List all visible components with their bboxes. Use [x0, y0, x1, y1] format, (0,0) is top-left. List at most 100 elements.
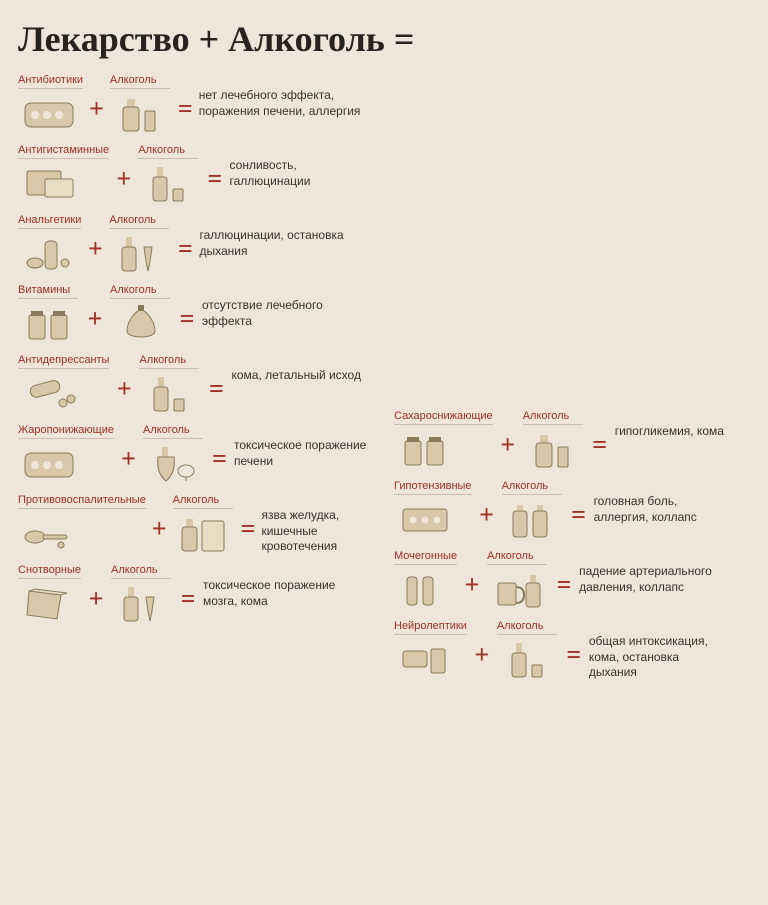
effect-text: отсутствие лечебного эффекта [202, 284, 342, 329]
medicine-label: Антидепрессанты [18, 354, 109, 369]
alcohol-cell: Алкоголь [110, 284, 172, 346]
equals-operator: = [241, 494, 256, 544]
alcohol-icon [143, 442, 205, 486]
page-title: Лекарство + Алкоголь = [18, 18, 750, 60]
alcohol-icon [111, 582, 173, 626]
combo-row-right-2: Мочегонные + Алкоголь = падение артериал… [394, 550, 750, 612]
medicine-cell: Анальгетики [18, 214, 81, 276]
alcohol-icon [139, 372, 201, 416]
medicine-icon [18, 302, 80, 346]
plus-operator: + [86, 284, 104, 334]
alcohol-label: Алкоголь [138, 144, 198, 159]
infographic-body: Антибиотики + Алкоголь = нет лечебного э… [18, 74, 750, 690]
right-column: Сахароснижающие + Алкоголь = гипогликеми… [394, 74, 750, 690]
medicine-cell: Гипотензивные [394, 480, 472, 542]
alcohol-icon [497, 638, 559, 682]
medicine-icon [394, 568, 456, 612]
alcohol-label: Алкоголь [502, 480, 562, 495]
medicine-label: Противовоспалительные [18, 494, 146, 509]
equals-operator: = [179, 564, 197, 614]
equals-operator: = [591, 410, 609, 460]
alcohol-label: Алкоголь [111, 564, 171, 579]
medicine-icon [18, 372, 80, 416]
alcohol-cell: Алкоголь [111, 564, 173, 626]
plus-operator: + [87, 564, 105, 614]
medicine-icon [394, 498, 456, 542]
medicine-label: Нейролептики [394, 620, 467, 635]
alcohol-label: Алкоголь [487, 550, 547, 565]
plus-operator: + [152, 494, 167, 544]
medicine-label: Антигистаминные [18, 144, 109, 159]
plus-operator: + [463, 550, 481, 600]
medicine-cell: Антигистаминные [18, 144, 109, 206]
equals-operator: = [570, 480, 588, 530]
alcohol-label: Алкоголь [109, 214, 169, 229]
plus-operator: + [499, 410, 517, 460]
alignment-spacer [394, 74, 750, 410]
plus-operator: + [115, 354, 133, 404]
plus-operator: + [120, 424, 137, 474]
medicine-label: Витамины [18, 284, 78, 299]
plus-operator: + [87, 214, 103, 264]
combo-row-left-4: Антидепрессанты + Алкоголь = кома, летал… [18, 354, 374, 416]
combo-row-left-6: Противовоспалительные + Алкоголь = язва … [18, 494, 374, 556]
effect-text: нет лечебного эффекта, поражения печени,… [199, 74, 374, 119]
alcohol-icon [138, 162, 200, 206]
medicine-cell: Снотворные [18, 564, 81, 626]
medicine-cell: Антибиотики [18, 74, 83, 136]
equals-operator: = [177, 214, 193, 264]
effect-text: галлюцинации, остановка дыхания [199, 214, 374, 259]
alcohol-label: Алкоголь [497, 620, 557, 635]
effect-text: язва желудка, кишечные кровотечения [261, 494, 374, 555]
alcohol-cell: Алкоголь [139, 354, 201, 416]
alcohol-cell: Алкоголь [143, 424, 205, 486]
equals-operator: = [207, 354, 225, 404]
effect-text: токсическое поражение печени [234, 424, 374, 469]
equals-operator: = [211, 424, 228, 474]
plus-operator: + [473, 620, 491, 670]
medicine-label: Жаропонижающие [18, 424, 114, 439]
alcohol-label: Алкоголь [523, 410, 583, 425]
alcohol-label: Алкоголь [143, 424, 203, 439]
alcohol-cell: Алкоголь [110, 74, 172, 136]
effect-text: общая интоксикация, кома, остановка дыха… [589, 620, 729, 681]
alcohol-cell: Алкоголь [109, 214, 171, 276]
alcohol-label: Алкоголь [110, 74, 170, 89]
combo-row-right-0: Сахароснижающие + Алкоголь = гипогликеми… [394, 410, 750, 472]
plus-operator: + [115, 144, 132, 194]
medicine-icon [394, 428, 456, 472]
alcohol-icon [173, 512, 235, 556]
combo-row-left-5: Жаропонижающие + Алкоголь = токсическое … [18, 424, 374, 486]
alcohol-cell: Алкоголь [523, 410, 585, 472]
alcohol-icon [487, 568, 549, 612]
left-column: Антибиотики + Алкоголь = нет лечебного э… [18, 74, 374, 690]
medicine-label: Сахароснижающие [394, 410, 493, 425]
medicine-label: Снотворные [18, 564, 81, 579]
alcohol-cell: Алкоголь [173, 494, 235, 556]
effect-text: токсическое поражение мозга, кома [203, 564, 343, 609]
combo-row-left-2: Анальгетики + Алкоголь = галлюцинации, о… [18, 214, 374, 276]
alcohol-label: Алкоголь [173, 494, 233, 509]
medicine-icon [18, 162, 80, 206]
alcohol-icon [110, 92, 172, 136]
medicine-cell: Мочегонные [394, 550, 457, 612]
plus-operator: + [478, 480, 496, 530]
effect-text: падение артериального давления, коллапс [579, 550, 719, 595]
alcohol-cell: Алкоголь [497, 620, 559, 682]
medicine-label: Гипотензивные [394, 480, 472, 495]
medicine-cell: Сахароснижающие [394, 410, 493, 472]
medicine-icon [18, 512, 80, 556]
effect-text: головная боль, аллергия, коллапс [594, 480, 734, 525]
combo-row-right-1: Гипотензивные + Алкоголь = головная боль… [394, 480, 750, 542]
effect-text: гипогликемия, кома [615, 410, 724, 440]
medicine-icon [18, 232, 80, 276]
equals-operator: = [178, 284, 196, 334]
alcohol-cell: Алкоголь [502, 480, 564, 542]
equals-operator: = [565, 620, 583, 670]
equals-operator: = [555, 550, 573, 600]
combo-row-left-3: Витамины + Алкоголь = отсутствие лечебно… [18, 284, 374, 346]
medicine-cell: Нейролептики [394, 620, 467, 682]
alcohol-cell: Алкоголь [487, 550, 549, 612]
medicine-cell: Жаропонижающие [18, 424, 114, 486]
medicine-cell: Антидепрессанты [18, 354, 109, 416]
